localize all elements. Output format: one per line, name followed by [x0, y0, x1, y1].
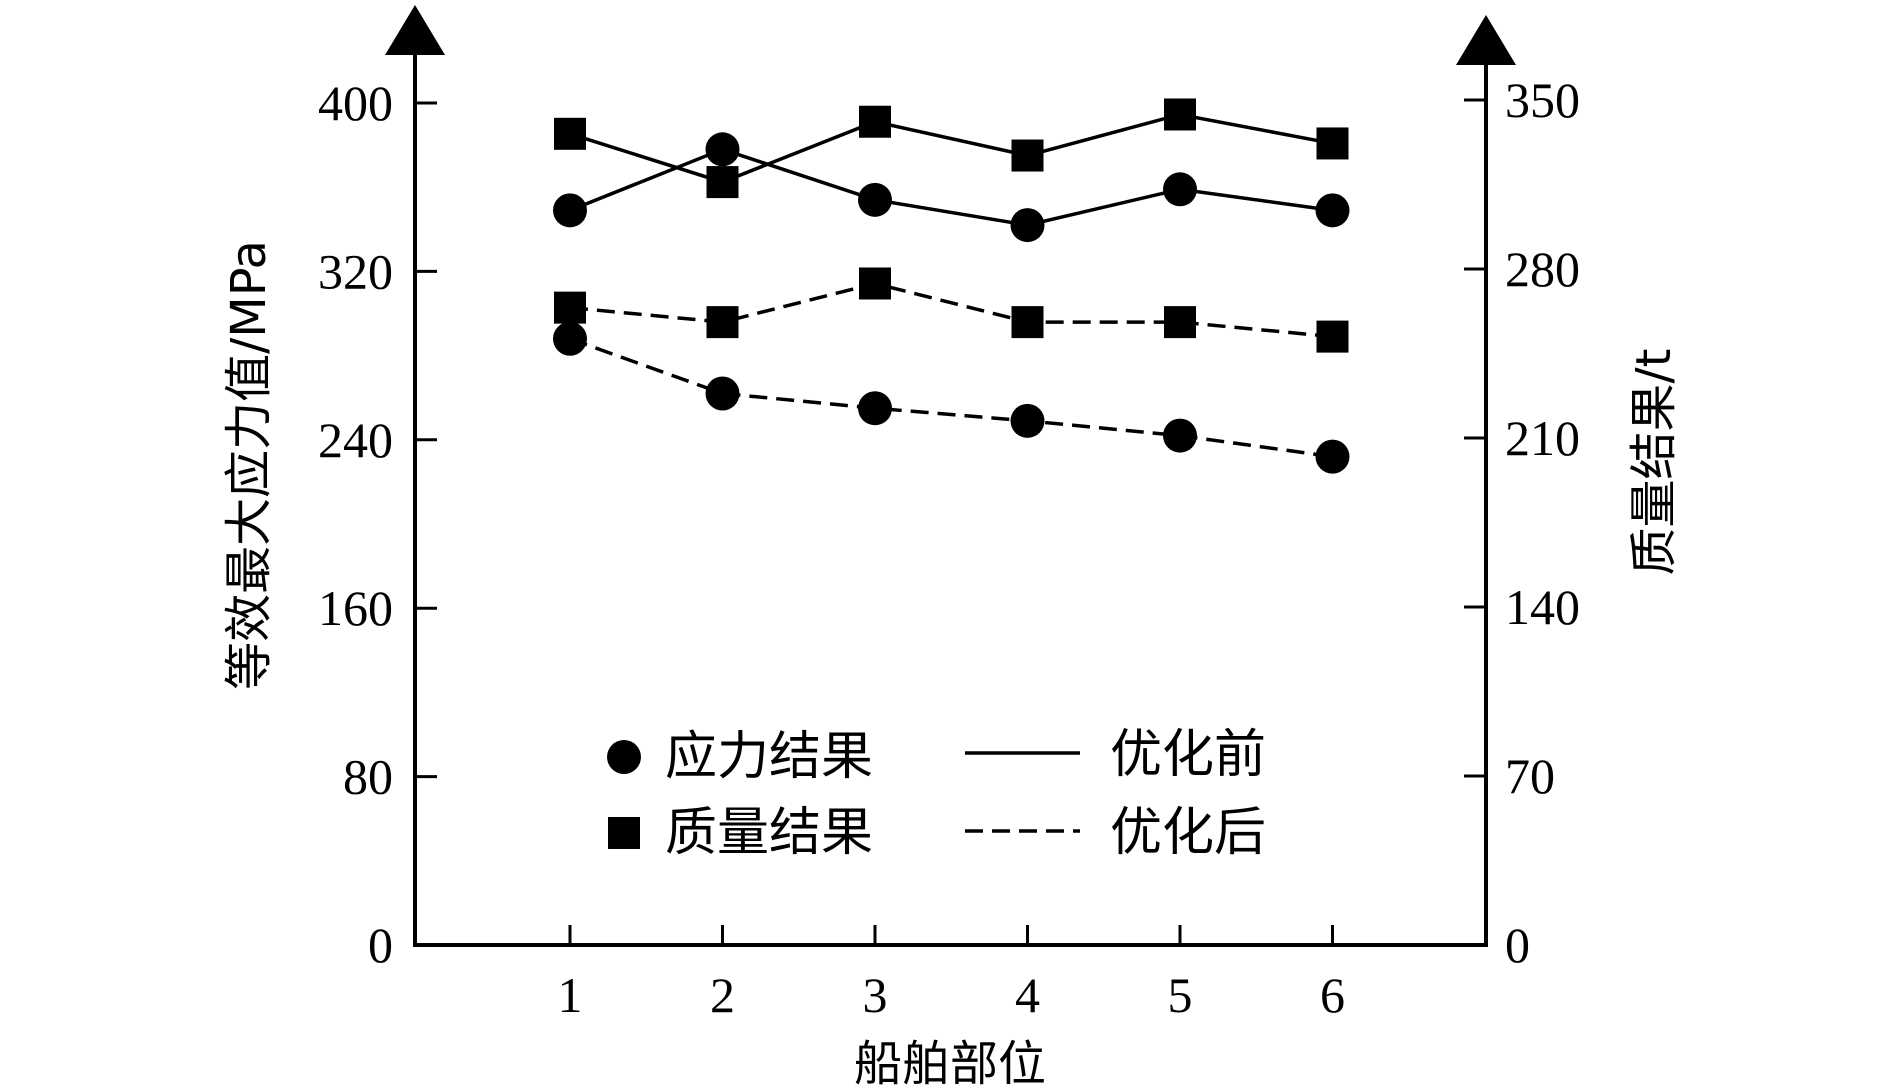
mass_before-point [1164, 98, 1196, 131]
stress_before-line [569, 147, 1333, 227]
stress_after-point [1315, 439, 1350, 474]
mass_after-point [554, 291, 586, 324]
right-tick-label: 140 [1505, 579, 1580, 635]
right-tick-label: 0 [1505, 917, 1530, 973]
left-tick-label: 320 [318, 243, 393, 299]
mass_after-point [1164, 306, 1196, 339]
series-markers [553, 98, 1350, 474]
mass_after-line [569, 281, 1333, 339]
legend: 应力结果 质量结果 优化前 优化后 [607, 725, 1266, 863]
legend-label-after: 优化后 [1110, 803, 1266, 863]
x-ticks: 1 2 3 4 5 6 [558, 925, 1345, 1023]
left-axis-arrow [385, 5, 445, 55]
mass_after-point [706, 306, 739, 339]
stress_after-point [1163, 418, 1197, 453]
series-lines [569, 112, 1333, 459]
stress_before-point [1163, 172, 1197, 207]
legend-label-before: 优化前 [1110, 725, 1266, 785]
left-axis-label: 等效最大应力值/MPa [221, 240, 277, 690]
left-tick-label: 80 [343, 749, 393, 805]
right-axis-label: 质量结果/t [1626, 349, 1682, 576]
x-tick-label: 4 [1015, 967, 1040, 1023]
stress_before-point [1315, 193, 1350, 228]
legend-label-mass: 质量结果 [665, 803, 873, 863]
mass_after-point [859, 267, 891, 300]
stress_after-point [705, 376, 740, 411]
mass_before-point [706, 166, 739, 199]
left-tick-label: 160 [318, 580, 393, 636]
right-tick-label: 70 [1505, 748, 1555, 804]
x-tick-label: 3 [863, 967, 888, 1023]
x-axis-label: 船舶部位 [854, 1036, 1046, 1088]
legend-circle-marker [607, 740, 641, 774]
x-tick-label: 2 [710, 967, 735, 1023]
mass_before-point [1316, 127, 1349, 160]
stress_before-point [705, 132, 740, 167]
legend-label-stress: 应力结果 [665, 727, 873, 787]
stress_before-point [858, 182, 892, 217]
stress_before-point [553, 193, 587, 228]
mass_after-point [1316, 320, 1349, 353]
mass_after-point [1011, 306, 1044, 339]
right-tick-label: 210 [1505, 410, 1580, 466]
left-tick-label: 0 [368, 917, 393, 973]
legend-square-marker [608, 817, 640, 849]
right-tick-label: 280 [1505, 241, 1580, 297]
left-ticks: 0 80 160 240 320 400 [318, 75, 437, 973]
left-tick-label: 240 [318, 412, 393, 468]
stress_after-point [858, 391, 892, 426]
x-tick-label: 1 [558, 967, 583, 1023]
x-tick-label: 5 [1168, 967, 1193, 1023]
stress_before-point [1010, 208, 1045, 243]
right-axis-arrow [1456, 15, 1516, 65]
mass_before-point [554, 117, 586, 150]
stress_after-line [569, 337, 1333, 459]
stress_after-point [553, 321, 587, 356]
mass_before-point [859, 105, 891, 138]
x-tick-label: 6 [1320, 967, 1345, 1023]
left-tick-label: 400 [318, 75, 393, 131]
stress_after-point [1010, 403, 1045, 438]
mass_before-line [569, 112, 1333, 184]
mass_before-point [1011, 139, 1044, 172]
right-tick-label: 350 [1505, 72, 1580, 128]
right-ticks: 0 70 140 210 280 350 [1464, 72, 1580, 973]
